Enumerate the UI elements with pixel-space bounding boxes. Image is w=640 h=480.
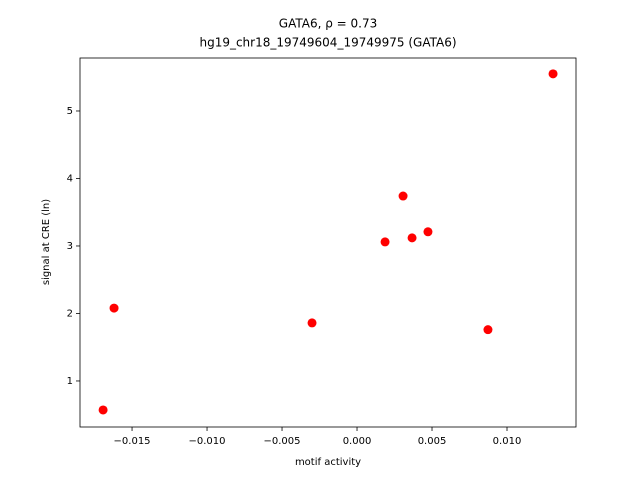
point xyxy=(407,233,417,243)
chart-subtitle: hg19_chr18_19749604_19749975 (GATA6) xyxy=(199,36,456,50)
point xyxy=(548,69,558,79)
point xyxy=(98,405,108,415)
x-tick-label: 0.010 xyxy=(493,436,522,447)
point xyxy=(483,325,493,335)
x-tick-label: −0.010 xyxy=(189,436,226,447)
x-axis-label: motif activity xyxy=(295,457,361,468)
y-tick-label: 4 xyxy=(67,173,73,184)
x-tick-label: 0.005 xyxy=(418,436,447,447)
y-tick-label: 2 xyxy=(67,308,73,319)
point xyxy=(109,303,119,313)
plot-frame xyxy=(79,57,577,428)
y-tick-label: 1 xyxy=(67,376,73,387)
point xyxy=(307,318,317,328)
y-tick-label: 3 xyxy=(67,241,73,252)
x-tick-label: −0.005 xyxy=(264,436,301,447)
chart-title: GATA6, ρ = 0.73 xyxy=(279,17,377,31)
point xyxy=(423,227,433,237)
point xyxy=(398,191,408,201)
x-tick-label: 0.000 xyxy=(343,436,372,447)
y-tick-label: 5 xyxy=(67,106,73,117)
x-tick-label: −0.015 xyxy=(114,436,151,447)
point xyxy=(380,237,390,247)
y-axis-label: signal at CRE (ln) xyxy=(41,199,52,285)
